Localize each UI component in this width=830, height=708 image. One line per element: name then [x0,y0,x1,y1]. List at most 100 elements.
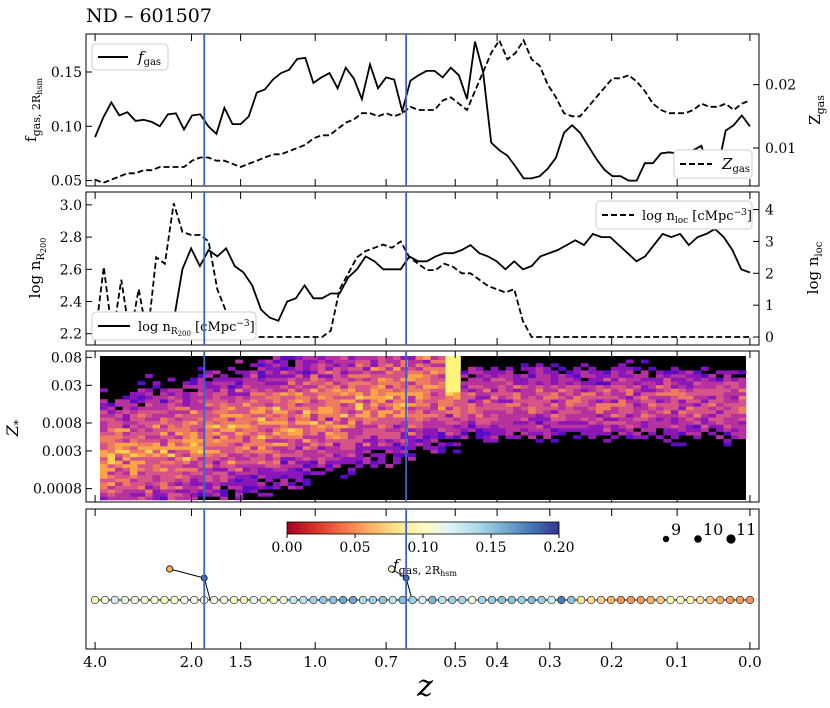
heatmap-cell [332,374,341,378]
heatmap-cell [678,395,687,400]
heatmap-cell [310,363,319,368]
heatmap-cell [670,370,679,375]
heatmap-cell [573,417,582,422]
heatmap-cell [663,392,672,396]
heatmap-cell [483,377,491,382]
heatmap-cell [415,428,424,432]
main-branch-node [497,595,507,605]
heatmap-cell [588,424,597,429]
heatmap-cell [302,428,311,432]
main-branch-node [100,595,110,605]
main-branch-node [319,595,328,605]
heatmap-cell [708,420,717,425]
size-legend-marker [694,535,702,543]
heatmap-cell [295,417,304,422]
heatmap-cell [310,388,319,393]
heatmap-cell [385,442,394,447]
heatmap-cell [468,370,476,375]
heatmap-cell [505,392,514,396]
heatmap-cell [377,363,386,368]
heatmap-cell [235,431,244,436]
heatmap-cell [370,370,379,375]
heatmap-cell [182,424,191,429]
heatmap-cell [317,366,326,371]
heatmap-cell [137,467,146,472]
heatmap-cell [738,402,747,407]
heatmap-cell [152,381,161,386]
heatmap-cell [393,456,401,461]
colorbar-tick-label: 0.20 [543,540,574,556]
heatmap-cell [377,377,386,382]
heatmap-cell [550,417,559,422]
heatmap-cell [438,356,446,360]
heatmap-cell [408,424,416,429]
heatmap-cell [295,410,304,414]
heatmap-cell [460,431,469,436]
heatmap-cell [430,431,439,436]
heatmap-cell [137,474,146,479]
heatmap-cell [588,402,597,407]
heatmap-cell [347,366,356,371]
heatmap-cell [152,492,161,497]
heatmap-cell [310,449,319,454]
heatmap-cell [438,417,446,422]
heatmap-cell [302,374,311,378]
main-branch-node [289,595,298,605]
heatmap-cell [212,474,221,479]
heatmap-cell [340,449,349,454]
heatmap-cell [355,377,364,382]
heatmap-cell [250,438,259,443]
heatmap-cell [393,446,401,450]
heatmap-cell [475,381,484,386]
heatmap-cell [167,471,176,476]
heatmap-cell [272,413,281,418]
main-branch-node [577,595,586,605]
heatmap-cell [700,417,709,422]
heatmap-cell [205,410,214,414]
heatmap-cell [475,413,484,418]
heatmap-cell [190,428,198,432]
heatmap-cell [332,384,341,389]
heatmap-cell [122,417,131,422]
main-branch-node [745,595,755,605]
heatmap-cell [130,420,138,425]
heatmap-cell [167,467,176,472]
heatmap-cell [498,377,506,382]
heatmap-cell [558,420,567,425]
heatmap-cell [295,474,304,479]
heatmap-cell [393,424,401,429]
heatmap-cell [535,420,544,425]
heatmap-cell [100,464,108,468]
heatmap-cell [250,428,259,432]
size-legend-label: 11 [736,520,756,539]
heatmap-cell [362,435,371,440]
heatmap-cell [190,442,198,447]
heatmap-cell [483,384,491,389]
heatmap-cell [513,435,521,440]
main-branch-node [219,595,229,605]
heatmap-cell [370,377,379,382]
heatmap-cell [558,381,567,386]
heatmap-cell [220,399,229,404]
heatmap-cell [408,431,416,436]
ylabel-zstar: Z* [3,419,25,437]
heatmap-cell [347,413,356,418]
heatmap-cell [265,417,274,422]
heatmap-cell [362,413,371,418]
heatmap-cell [655,381,664,386]
heatmap-cell [355,395,364,400]
heatmap-cell [100,453,108,458]
heatmap-cell [295,420,304,425]
xaxis-label: z [416,669,433,704]
heatmap-cell [287,366,296,371]
heatmap-cell [535,384,544,389]
heatmap-cell [610,417,619,422]
heatmap-cell [182,485,191,490]
heatmap-cell [648,388,657,393]
heatmap-cell [453,370,461,375]
main-branch-node [557,595,566,605]
heatmap-cell [535,438,544,443]
heatmap-cell [317,438,326,443]
heatmap-cell [235,395,244,400]
heatmap-cell [220,402,229,407]
